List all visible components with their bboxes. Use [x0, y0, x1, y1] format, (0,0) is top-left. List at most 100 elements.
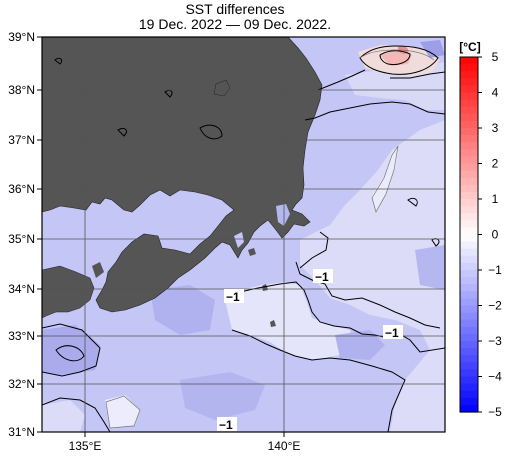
colorbar-cell [460, 99, 478, 108]
light-patch-sw [42, 400, 85, 432]
lat-label-37: 37°N [8, 133, 35, 147]
colorbar-cell [460, 284, 478, 292]
light-region-east [300, 120, 445, 432]
colorbar-cell [460, 220, 478, 228]
contours [42, 45, 445, 432]
colorbar-cell [460, 326, 478, 335]
colorbar-cell [460, 383, 478, 392]
land-noto-islet [145, 124, 156, 134]
lat-axis: 39°N 38°N 37°N 36°N 35°N 34°N 33°N 32°N … [8, 30, 42, 439]
lat-label-31: 31°N [8, 425, 35, 439]
contour-label-bg-2 [224, 289, 244, 303]
colorbar-cell [460, 142, 478, 150]
land-awaji [92, 262, 104, 278]
colorbar-tick-label: −2 [488, 299, 502, 313]
colorbar-tick-label: 3 [492, 121, 499, 135]
land-japan [42, 37, 323, 313]
colorbar-cell [460, 170, 478, 179]
colorbar-cell [460, 270, 478, 278]
light-patch-south [105, 395, 140, 428]
colorbar-cell [460, 120, 478, 129]
map-frame [41, 36, 446, 433]
colorbar-cell [460, 333, 478, 342]
lat-label-39: 39°N [8, 30, 35, 44]
colorbar-cell [460, 227, 478, 236]
land-oshima [248, 248, 256, 256]
contour-label-3: −1 [385, 326, 399, 340]
colorbar-tick-label: 1 [492, 192, 499, 206]
colorbar-cell [460, 305, 478, 314]
colorbar-cell [460, 213, 478, 221]
lat-label-34: 34°N [8, 282, 35, 296]
colorbar-cell [460, 390, 478, 399]
lat-label-36: 36°N [8, 182, 35, 196]
colorbar-tick-label: −1 [488, 263, 502, 277]
colorbar-cell [460, 319, 478, 328]
colorbar-cell [460, 163, 478, 172]
colorbar-cell [460, 149, 478, 157]
dark-patch-kii [150, 285, 215, 335]
colorbar-cell [460, 262, 478, 271]
colorbar-cell [460, 64, 478, 72]
colorbar-cell [460, 71, 478, 79]
graticule [42, 37, 445, 432]
colorbar-cell [460, 312, 478, 321]
tokyo-bay [276, 204, 290, 226]
colorbar-cell [460, 291, 478, 299]
lon-label-135: 135°E [69, 439, 102, 453]
colorbar-cell [460, 348, 478, 356]
colorbar: [°C] 5 4 3 2 1 0 −1 −2 −3 −4 −5 [459, 40, 502, 419]
colorbar-unit: [°C] [459, 40, 480, 54]
colorbar-cell [460, 341, 478, 349]
colorbar-cell [460, 92, 478, 101]
contour-label-bg-4 [217, 417, 237, 431]
inner-sea [42, 252, 92, 272]
contour-label-4: −1 [219, 418, 233, 432]
colorbar-cell [460, 199, 478, 207]
map-title: SST differences [185, 1, 285, 17]
colorbar-cell [460, 404, 478, 413]
zero-contours [105, 49, 435, 429]
colorbar-tick-label: 4 [492, 86, 499, 100]
land-sado [213, 79, 231, 97]
colorbar-cell [460, 298, 478, 307]
colorbar-cell [460, 113, 478, 122]
colorbar-cell [460, 248, 478, 257]
dark-patch-e1 [415, 245, 445, 290]
colorbar-cell [460, 277, 478, 285]
contour-label-2: −1 [226, 290, 240, 304]
colorbar-cell [460, 106, 478, 115]
light-streak [372, 145, 398, 210]
colorbar-cell [460, 369, 478, 378]
map-area: −1 −1 −1 −1 [42, 37, 445, 432]
colorbar-tick-label: 0 [492, 228, 499, 242]
colorbar-cell [460, 234, 478, 243]
colorbar-tick-label: 5 [492, 50, 499, 64]
lat-label-33: 33°N [8, 329, 35, 343]
cool-blob-ne [420, 40, 445, 58]
colorbar-cell [460, 78, 478, 86]
colorbar-cell [460, 355, 478, 363]
colorbar-cell [460, 57, 478, 65]
colorbar-cell [460, 255, 478, 264]
colorbar-cell [460, 177, 478, 186]
contour-label-bg-3 [383, 325, 403, 339]
lat-label-32: 32°N [8, 377, 35, 391]
contour-label-1: −1 [315, 270, 329, 284]
colorbar-cell [460, 206, 478, 214]
land-hachijo [270, 320, 276, 327]
lon-label-140: 140°E [268, 439, 301, 453]
light-region-center [225, 282, 352, 360]
lon-axis: 135°E 140°E [69, 432, 301, 453]
colorbar-cell [460, 241, 478, 250]
dark-patch-se [335, 330, 385, 360]
colorbar-tick-label: −5 [488, 405, 502, 419]
dark-patch-ws [42, 325, 100, 375]
contour-label-bg-1 [313, 269, 333, 283]
colorbar-cell [460, 85, 478, 94]
lat-label-38: 38°N [8, 83, 35, 97]
colorbar-cell [460, 397, 478, 406]
colorbar-tick-label: 2 [492, 157, 499, 171]
colorbar-cell [460, 191, 478, 200]
map-subtitle: 19 Dec. 2022 — 09 Dec. 2022. [138, 16, 332, 32]
